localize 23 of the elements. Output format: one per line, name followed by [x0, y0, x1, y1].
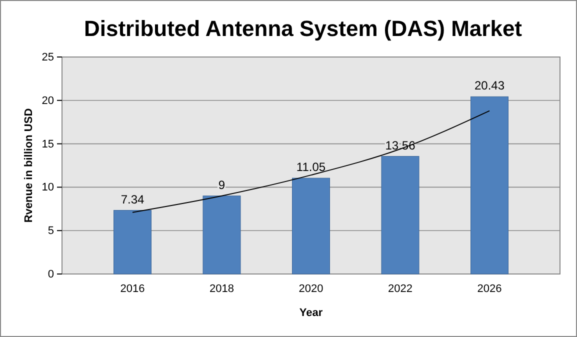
bar — [470, 96, 508, 274]
x-tick-label: 2022 — [388, 282, 412, 295]
x-tick-label: 2020 — [298, 282, 324, 295]
y-tick-label: 25 — [42, 52, 54, 64]
x-axis-title: Year — [299, 307, 324, 319]
y-tick-label: 20 — [42, 94, 54, 107]
bar — [292, 178, 330, 274]
data-label: 20.43 — [474, 78, 505, 93]
bar — [381, 156, 420, 274]
data-label: 11.05 — [296, 160, 326, 174]
x-tick-label: 2026 — [477, 282, 502, 295]
y-tick-label: 15 — [42, 138, 54, 150]
y-tick-label: 0 — [48, 268, 54, 281]
y-tick-label: 10 — [42, 182, 54, 194]
y-tick-label: 5 — [48, 225, 54, 238]
bar — [202, 196, 241, 274]
x-tick-label: 2016 — [120, 282, 145, 295]
data-label: 7.34 — [120, 192, 145, 206]
bar — [114, 210, 152, 274]
data-label: 9 — [218, 178, 226, 192]
chart-title: Distributed Antenna System (DAS) Market — [84, 16, 523, 41]
x-tick-label: 2018 — [210, 282, 234, 295]
y-axis-title: Rvenue in billion USD — [23, 108, 35, 223]
